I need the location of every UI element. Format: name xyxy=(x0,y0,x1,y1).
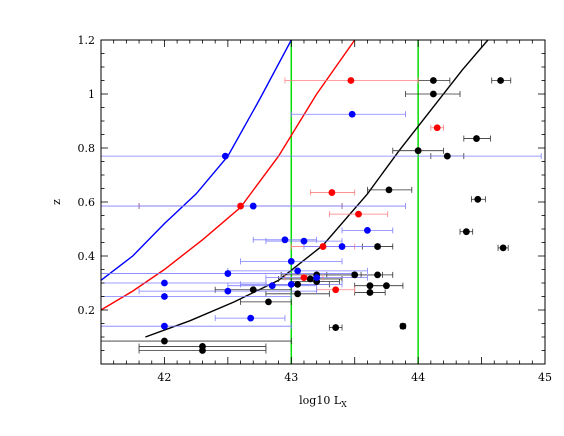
data-point-black-8 xyxy=(462,228,470,236)
data-point-blue-0 xyxy=(348,110,356,118)
data-point-red-0 xyxy=(347,77,355,84)
data-point-blue-16 xyxy=(247,314,255,322)
y-axis-label: z xyxy=(50,199,63,205)
y-tick-label: 1.2 xyxy=(78,34,96,47)
data-point-black-4 xyxy=(414,147,422,155)
data-point-blue-9 xyxy=(294,267,302,275)
data-point-black-12 xyxy=(374,271,381,279)
data-point-blue-11 xyxy=(161,279,168,287)
x-tick-label: 43 xyxy=(284,371,298,384)
data-point-red-7 xyxy=(332,286,340,294)
data-point-red-5 xyxy=(319,243,327,250)
data-point-black-22 xyxy=(265,298,272,306)
data-point-black-20 xyxy=(294,290,302,298)
data-point-black-6 xyxy=(385,186,393,194)
data-point-black-19 xyxy=(249,286,257,294)
data-point-blue-15 xyxy=(161,293,168,300)
data-point-blue-17 xyxy=(161,322,168,330)
data-point-blue-12 xyxy=(268,282,276,290)
data-point-black-0 xyxy=(429,77,437,84)
y-tick-label: 0.8 xyxy=(78,142,96,155)
data-point-blue-10 xyxy=(313,274,321,281)
data-point-black-27 xyxy=(199,347,206,354)
data-point-black-17 xyxy=(383,282,390,290)
plot-content xyxy=(101,40,542,364)
curve-blue xyxy=(101,40,292,281)
data-point-black-2 xyxy=(429,90,437,98)
tick-labels: 42 43 44 45 0.2 0.4 0.6 0.8 1 1.2 xyxy=(78,34,553,384)
data-point-blue-7 xyxy=(287,258,295,265)
data-point-black-23 xyxy=(332,324,340,331)
y-tick-label: 1 xyxy=(88,88,95,101)
y-tick-label: 0.4 xyxy=(78,250,96,263)
data-point-black-7 xyxy=(474,195,482,203)
data-point-black-3 xyxy=(473,135,480,142)
data-point-blue-8 xyxy=(224,270,232,277)
data-point-black-11 xyxy=(351,271,359,279)
curve-black xyxy=(145,40,489,338)
data-point-red-6 xyxy=(300,274,308,281)
data-point-black-24 xyxy=(399,322,407,330)
x-axis-label: log10 LX xyxy=(299,394,347,409)
y-tick-label: 0.2 xyxy=(78,304,96,317)
axis-ticks xyxy=(100,39,546,364)
data-point-blue-13 xyxy=(287,280,295,288)
data-point-blue-2 xyxy=(249,202,257,210)
data-point-blue-6 xyxy=(338,243,346,250)
data-point-blue-14 xyxy=(224,287,232,295)
data-point-blue-3 xyxy=(364,226,371,234)
data-point-black-25 xyxy=(161,337,168,345)
y-tick-label: 0.6 xyxy=(78,196,96,209)
data-point-black-18 xyxy=(294,280,302,288)
data-point-black-9 xyxy=(499,244,507,252)
data-point-black-5 xyxy=(443,152,451,160)
data-point-red-4 xyxy=(355,210,362,218)
data-point-blue-5 xyxy=(300,237,308,245)
data-point-blue-1 xyxy=(221,152,229,160)
x-axis-label-subscript: X xyxy=(341,400,347,409)
data-point-red-2 xyxy=(328,189,336,196)
x-tick-label: 44 xyxy=(411,371,425,384)
data-point-black-16 xyxy=(366,282,374,290)
curve-red xyxy=(101,40,356,311)
data-point-black-10 xyxy=(374,243,381,250)
data-point-red-1 xyxy=(433,124,441,132)
data-point-black-1 xyxy=(497,77,504,84)
data-point-red-3 xyxy=(237,202,244,210)
data-point-blue-4 xyxy=(281,236,289,244)
x-tick-label: 42 xyxy=(157,371,171,384)
data-point-black-14 xyxy=(306,275,314,283)
plot-area xyxy=(101,40,542,364)
x-tick-label: 45 xyxy=(538,371,552,384)
data-point-black-21 xyxy=(366,289,374,296)
